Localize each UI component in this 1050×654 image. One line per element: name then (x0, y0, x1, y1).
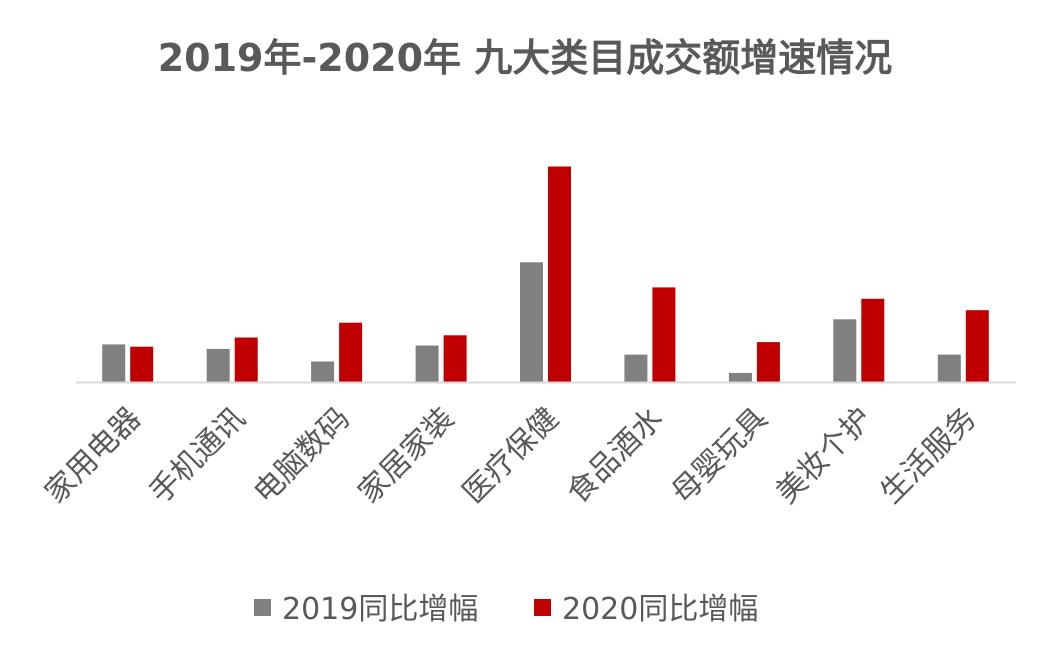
bar-series2-1 (130, 346, 154, 382)
category-label-1: 家用电器 (38, 401, 148, 511)
bar-series1-4 (415, 345, 439, 382)
bar-series1-5 (520, 262, 543, 382)
bar-series2-6 (652, 287, 676, 382)
bar-series2-7 (756, 342, 780, 382)
bar-series2-9 (965, 310, 989, 382)
bar-series2-2 (234, 337, 258, 382)
category-label-7: 母婴玩具 (665, 401, 775, 511)
bar-series1-6 (624, 354, 648, 382)
chart-title: 2019年-2020年 九大类目成交额增速情况 (158, 36, 893, 80)
bar-series1-9 (937, 354, 961, 382)
legend-label-2: 2020同比增幅 (562, 592, 758, 627)
bar-series2-3 (339, 322, 363, 382)
category-label-3: 电脑数码 (247, 401, 357, 511)
category-label-5: 医疗保健 (456, 401, 566, 511)
category-label-9: 生活服务 (874, 401, 984, 511)
bar-series1-3 (311, 361, 335, 382)
bar-series2-4 (443, 335, 467, 382)
bar-series1-7 (728, 372, 752, 382)
bar-series1-2 (206, 348, 230, 382)
category-label-4: 家居家装 (352, 401, 462, 511)
legend-swatch-2 (534, 599, 551, 616)
legend-swatch-1 (254, 599, 271, 616)
category-label-6: 食品酒水 (560, 401, 670, 511)
bars-layer (102, 166, 989, 382)
bar-series2-8 (861, 298, 885, 382)
legend: 2019同比增幅 2020同比增幅 (254, 592, 758, 627)
category-label-8: 美妆个护 (769, 401, 879, 511)
category-label-2: 手机通讯 (143, 401, 253, 511)
legend-label-1: 2019同比增幅 (282, 592, 478, 627)
bar-series1-1 (102, 344, 126, 382)
bar-series1-8 (833, 319, 857, 382)
bar-series2-5 (548, 166, 571, 382)
